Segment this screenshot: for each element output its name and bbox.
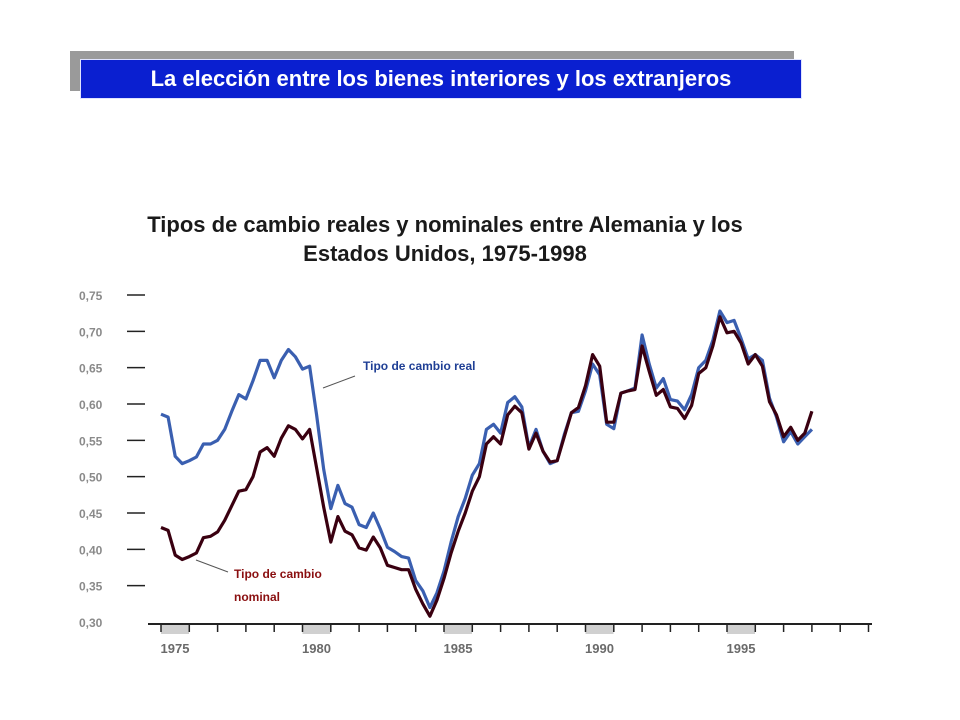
y-tick-label-0,30: 0,30 <box>79 616 103 630</box>
x-tick-label-1975: 1975 <box>161 641 190 656</box>
y-tick-label-0,75: 0,75 <box>79 289 103 303</box>
x-tick-label-1990: 1990 <box>585 641 614 656</box>
y-tick-label-0,45: 0,45 <box>79 507 103 521</box>
chart-title: Tipos de cambio reales y nominales entre… <box>147 212 743 266</box>
series-lines <box>160 309 814 618</box>
shaded-year-bands <box>161 624 755 634</box>
year-band-1990 <box>585 624 614 634</box>
series-leader-nominal <box>195 559 229 573</box>
x-tick-label-1980: 1980 <box>302 641 331 656</box>
series-label-nominal-line-1: Tipo de cambio <box>234 567 322 581</box>
year-band-1985 <box>444 624 472 634</box>
series-labels: Tipo de cambio real Tipo de cambio nominal <box>195 359 475 604</box>
series-line-nominal <box>160 315 814 618</box>
year-band-1975 <box>161 624 189 634</box>
series-leader-real <box>322 375 356 389</box>
y-tick-label-0,35: 0,35 <box>79 580 103 594</box>
y-tick-label-0,55: 0,55 <box>79 434 103 448</box>
y-tick-label-0,70: 0,70 <box>79 325 103 339</box>
axes: 1975 1980 1985 1990 1995 0,75 0,70 0,65 0,60 0,55… <box>79 289 872 656</box>
y-tick-label-0,40: 0,40 <box>79 543 103 557</box>
y-tick-label-0,60: 0,60 <box>79 398 103 412</box>
x-tick-label-1995: 1995 <box>727 641 756 656</box>
x-tick-label-1985: 1985 <box>444 641 473 656</box>
year-band-1980 <box>302 624 331 634</box>
series-line-real <box>160 309 814 610</box>
year-band-1995 <box>727 624 755 634</box>
series-label-nominal-line-2: nominal <box>234 590 280 604</box>
y-tick-label-0,50: 0,50 <box>79 471 103 485</box>
series-label-real-line-1: Tipo de cambio real <box>363 359 475 373</box>
slide-title-banner: La elección entre los bienes interiores … <box>80 59 802 99</box>
y-tick-label-0,65: 0,65 <box>79 362 103 376</box>
